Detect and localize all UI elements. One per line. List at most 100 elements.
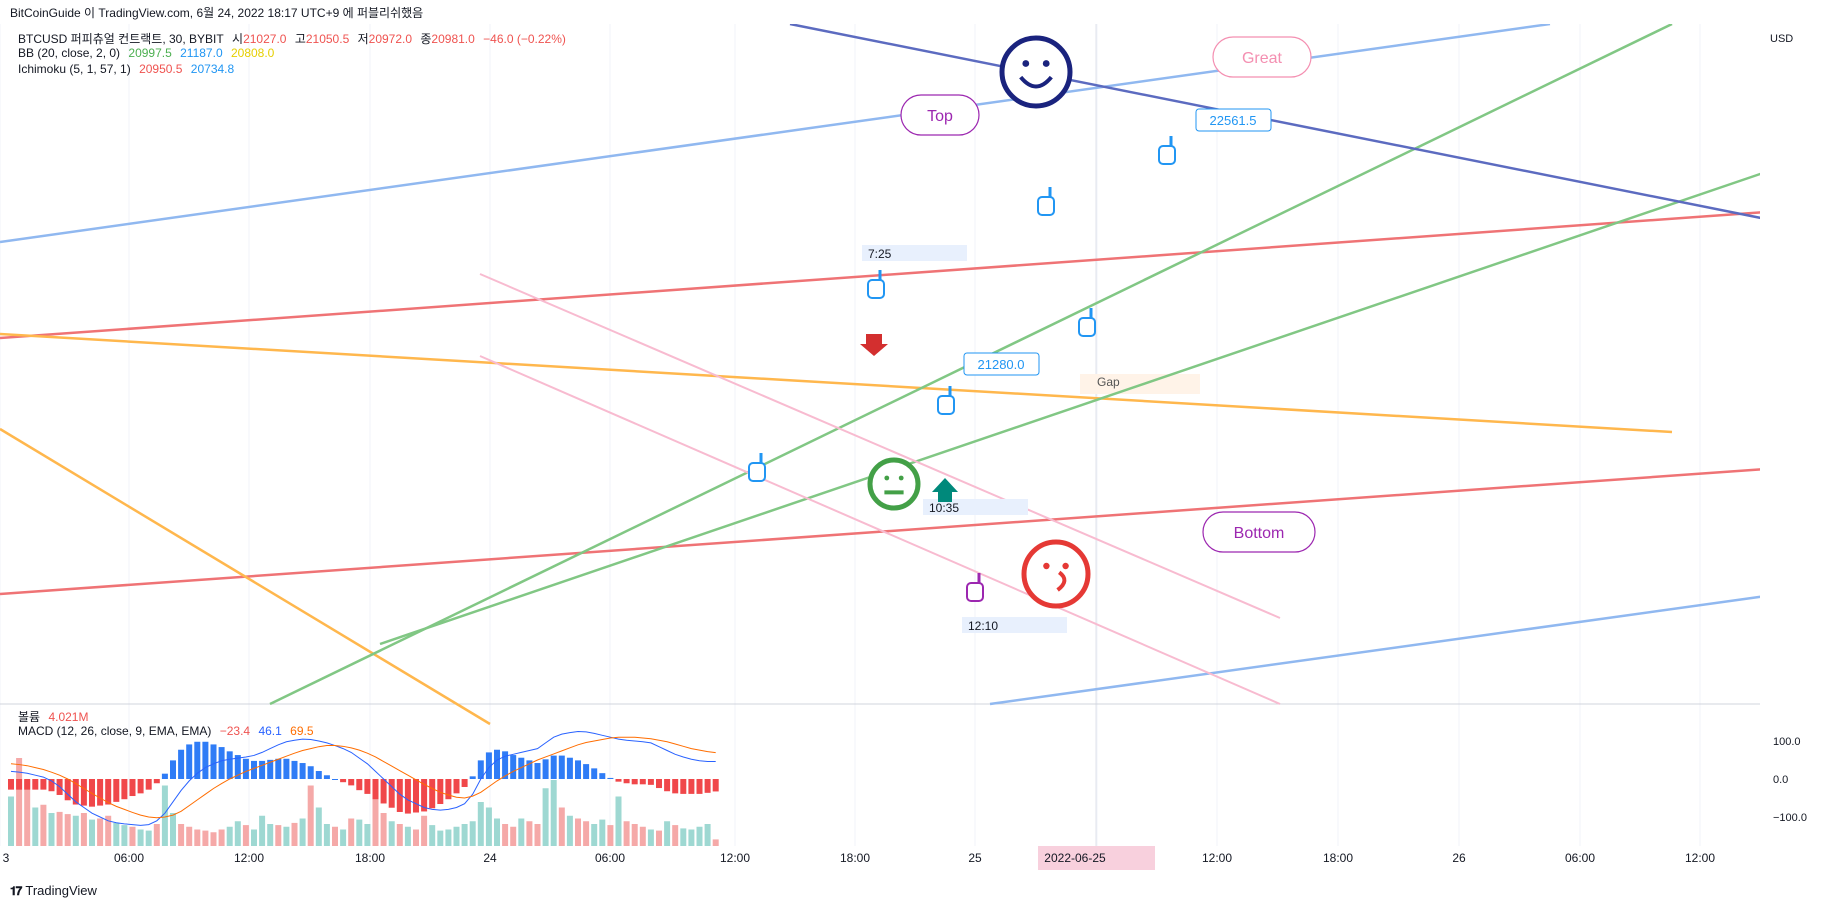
macd-hist-bar: [64, 779, 71, 801]
time-label: 10:35: [929, 501, 959, 515]
callout-text: 21280.0: [978, 357, 1025, 372]
volume-bar: [275, 825, 282, 846]
time-label-box: [862, 245, 967, 261]
volume-bar: [396, 824, 403, 846]
time-axis[interactable]: 3 06:00 12:00 18:00 24 06:00 12:00 18:00 25 06:00…: [3, 846, 1716, 870]
brand-text: TradingView: [25, 883, 97, 898]
macd-hist-bar: [680, 779, 687, 794]
ichimoku-legend[interactable]: Ichimoku (5, 1, 57, 1) 20950.5 20734.8: [18, 62, 239, 76]
time-tick: 18:00: [840, 851, 870, 865]
volume-bar: [259, 815, 266, 846]
speech-bubble: [1212, 36, 1312, 78]
footer: 𝟏𝟕 TradingView: [0, 878, 1834, 907]
callout-text: 22561.5: [1210, 113, 1257, 128]
attribution-text: BitCoinGuide 이 TradingView.com, 6월 24, 2…: [10, 6, 424, 20]
macd-pane: [8, 730, 719, 846]
up-arrow-icon: [932, 478, 958, 502]
time-label: 12:10: [968, 619, 998, 633]
time-tick: 18:00: [355, 851, 385, 865]
bubble-text: Bottom: [1234, 525, 1285, 542]
time-tick: 12:00: [1685, 851, 1715, 865]
pointing-hand-icon: [966, 582, 984, 602]
macd-hist-bar: [623, 779, 630, 784]
volume-bar: [388, 821, 395, 846]
macd-hist-bar: [48, 779, 55, 792]
volume-bar: [153, 824, 160, 846]
macd-hist-bar: [688, 779, 695, 794]
down-arrow-icon: [860, 334, 888, 356]
macd-hist-bar: [283, 758, 290, 779]
volume-bar: [161, 785, 168, 846]
time-label: 7:25: [868, 247, 892, 261]
macd-legend[interactable]: MACD (12, 26, close, 9, EMA, EMA) −23.4 …: [18, 724, 319, 738]
bb-legend[interactable]: BB (20, close, 2, 0) 20997.5 21187.0 208…: [18, 46, 279, 60]
trend-line: [479, 355, 1281, 705]
volume-bar: [413, 829, 419, 846]
macd-hist-bar: [413, 779, 419, 813]
macd-hist-bar: [656, 779, 662, 789]
price-chart[interactable]: 7:25 10:35 12:10 22561.5 21280.0 Top Great Bott…: [0, 24, 1834, 878]
volume-bar: [534, 824, 541, 846]
pointing-hand-icon: [937, 395, 955, 415]
trend-line: [789, 24, 1767, 221]
macd-hist-bar: [599, 773, 606, 779]
macd-hist-bar: [494, 749, 500, 779]
volume-bar: [348, 818, 355, 846]
volume-bar: [145, 830, 152, 846]
volume-bar: [550, 780, 557, 846]
macd-hist-bar: [97, 779, 104, 806]
pointing-hand-icon: [1078, 317, 1096, 337]
volume-bar: [40, 804, 47, 846]
volume-bar: [607, 825, 614, 846]
volume-legend[interactable]: 볼륨 4.021M: [18, 708, 93, 725]
volume-bar: [251, 829, 257, 846]
low-value: 20972.0: [368, 32, 413, 46]
volume-bar: [48, 813, 55, 846]
volume-bar: [664, 821, 671, 846]
price-axis[interactable]: USD19800.020000.020200.020400.020600.021…: [1760, 24, 1834, 846]
macd-hist-bar: [356, 779, 363, 791]
macd-hist-bar: [550, 755, 557, 779]
bb-name: BB (20, close, 2, 0): [18, 46, 121, 60]
macd-hist-bar: [267, 759, 274, 779]
speech-bubble: [1202, 511, 1316, 553]
macd-hist-bar: [137, 779, 144, 794]
macd-hist-bar: [396, 779, 403, 812]
volume-bar: [340, 829, 347, 846]
macd-signal-value: 69.5: [290, 724, 314, 738]
bubble-text: Great: [1242, 50, 1283, 67]
volume-bar: [380, 813, 387, 846]
volume-bar: [704, 824, 711, 846]
face-eye: [1062, 562, 1069, 570]
volume-bar: [97, 818, 104, 846]
volume-bar: [542, 788, 549, 846]
grid: [0, 24, 1760, 846]
macd-hist-bar: [80, 779, 87, 806]
macd-tick: −100.0: [1773, 812, 1807, 824]
volume-bar: [510, 826, 517, 846]
volume-bar: [137, 829, 144, 846]
macd-hist-bar: [477, 760, 484, 779]
volume-bar: [323, 824, 330, 846]
volume-value: 4.021M: [48, 710, 89, 724]
volume-bar: [194, 829, 201, 846]
macd-hist-bar: [210, 744, 217, 779]
volume-bar: [283, 826, 290, 846]
tradingview-logo-icon: 𝟏𝟕: [10, 884, 22, 898]
macd-hist-bar: [453, 779, 460, 794]
volume-bar: [226, 826, 233, 846]
macd-hist-bar: [251, 760, 257, 779]
volume-bar: [494, 818, 500, 846]
macd-hist-bar: [332, 779, 338, 780]
macd-hist-bar: [153, 779, 160, 784]
macd-hist-bar: [591, 768, 598, 779]
volume-bar: [453, 826, 460, 846]
symbol-name[interactable]: BTCUSD 퍼피츄얼 컨트랙트, 30, BYBIT: [18, 32, 224, 46]
price-axis-bg: [1760, 24, 1834, 846]
gap-label: Gap: [1097, 375, 1120, 389]
macd-hist-bar: [388, 779, 395, 808]
macd-hist-bar: [672, 779, 679, 794]
macd-hist-bar: [16, 779, 23, 790]
callout-box: [963, 352, 1040, 376]
macd-hist-value: −23.4: [219, 724, 251, 738]
